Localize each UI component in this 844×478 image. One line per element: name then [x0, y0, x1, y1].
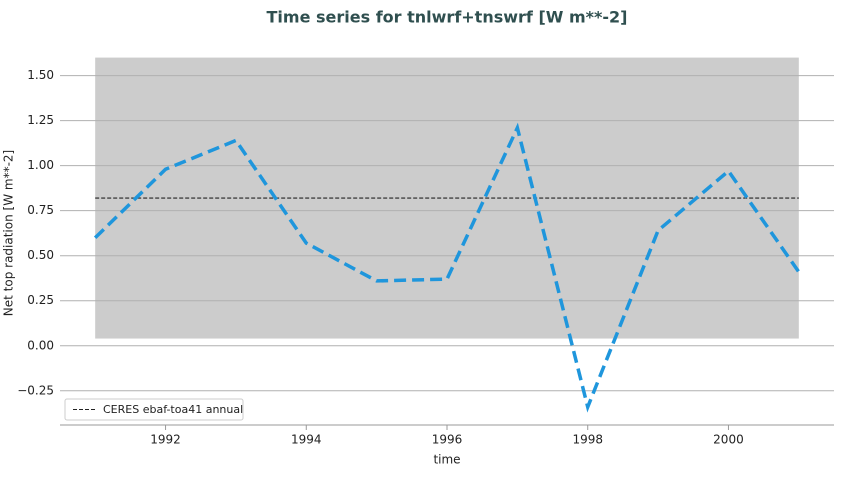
- x-tick-label: 1992: [150, 433, 181, 447]
- x-tick-label: 1996: [432, 433, 463, 447]
- x-tick-label: 1994: [291, 433, 322, 447]
- y-tick-label: −0.25: [17, 383, 54, 397]
- y-tick-label: 1.50: [27, 68, 54, 82]
- chart-title: Time series for tnlwrf+tnswrf [W m**-2]: [267, 8, 628, 27]
- legend-box: [64, 398, 244, 421]
- y-axis-label: Net top radiation [W m**-2]: [2, 150, 16, 316]
- x-tick-label: 2000: [713, 433, 744, 447]
- data-line: [93, 122, 801, 413]
- y-tick-label: 1.00: [27, 158, 54, 172]
- y-tick-label: 0.25: [27, 293, 54, 307]
- y-tick-label: 0.00: [27, 338, 54, 352]
- y-tick-label: 1.25: [27, 113, 54, 127]
- y-tick-label: 0.50: [27, 248, 54, 262]
- y-tick-label: 0.75: [27, 203, 54, 217]
- x-axis-label: time: [433, 453, 460, 467]
- legend-label: CERES ebaf-toa41 annual: [103, 403, 243, 416]
- x-tick-label: 1998: [572, 433, 603, 447]
